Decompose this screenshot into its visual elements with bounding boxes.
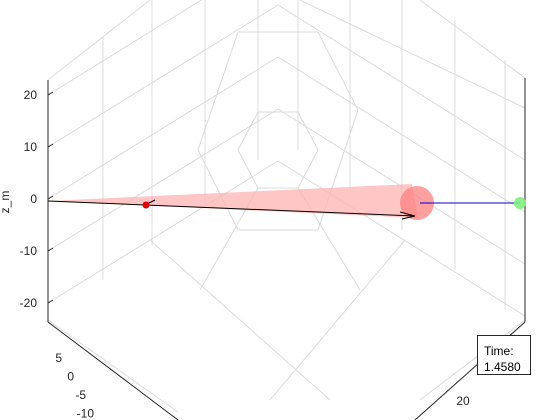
grid-hexagon bbox=[238, 112, 318, 188]
grid-top-right-edge bbox=[420, 0, 525, 78]
z-tick-label: -20 bbox=[20, 296, 38, 310]
z-tick-label: 10 bbox=[24, 140, 38, 154]
x-axis-ticks: 20 bbox=[456, 394, 470, 408]
z-tick-mark bbox=[48, 300, 53, 303]
grid-line bbox=[48, 0, 258, 95]
y-tick-label: 0 bbox=[67, 370, 74, 384]
z-tick-label: 20 bbox=[24, 88, 38, 102]
z-tick-mark bbox=[48, 248, 53, 251]
z-tick-mark bbox=[48, 92, 53, 95]
grid-line bbox=[48, 161, 278, 303]
y-tick-label: 5 bbox=[55, 351, 62, 365]
z-tick-label: -10 bbox=[20, 244, 38, 258]
grid-top-left-edge bbox=[48, 0, 150, 80]
time-label: Time: bbox=[484, 344, 514, 358]
time-value: 1.4580 bbox=[484, 360, 521, 374]
z-tick-mark bbox=[48, 196, 53, 199]
grid-line bbox=[270, 240, 405, 400]
y-tick-label: -5 bbox=[75, 388, 86, 402]
z-tick-mark bbox=[48, 144, 53, 147]
green-marker bbox=[514, 197, 526, 209]
grid-line bbox=[48, 5, 278, 147]
grid-line bbox=[48, 57, 278, 199]
time-readout-box: Time: 1.4580 bbox=[477, 335, 531, 375]
y-axis-ticks: 50-5 -10 bbox=[55, 351, 94, 420]
z-tick-label: 0 bbox=[30, 192, 37, 206]
grid-line bbox=[48, 320, 178, 412]
y-tick-label: -10 bbox=[77, 407, 95, 420]
x-tick-label: 20 bbox=[456, 394, 470, 408]
scene-objects bbox=[48, 184, 526, 220]
z-axis-label: z_m bbox=[0, 191, 12, 214]
red-marker bbox=[143, 202, 150, 209]
axes-box bbox=[48, 78, 525, 420]
grid-line bbox=[150, 240, 330, 400]
